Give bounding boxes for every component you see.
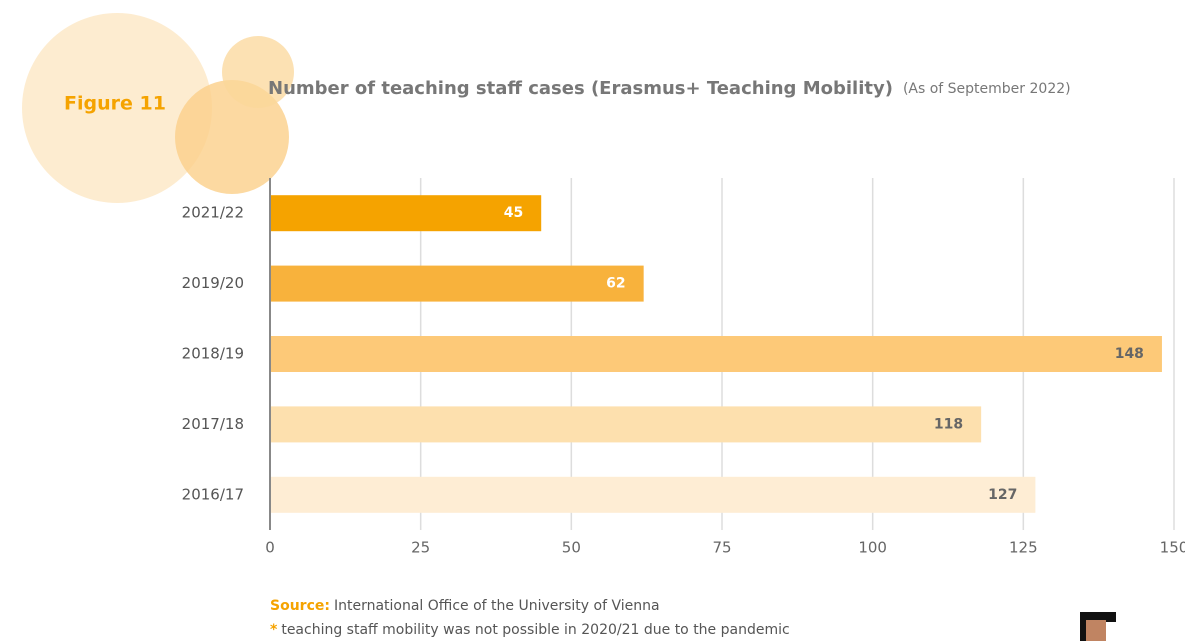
- y-tick-label: 2019/20: [182, 274, 244, 292]
- subtitle: (As of September 2022): [903, 81, 1071, 97]
- value-label: 127: [988, 487, 1017, 503]
- decor-circle: [222, 36, 294, 108]
- value-label: 45: [504, 205, 523, 221]
- y-tick-label: 2016/17: [182, 485, 244, 503]
- x-tick-label: 125: [1009, 539, 1038, 557]
- title: Number of teaching staff cases (Erasmus+…: [268, 78, 893, 99]
- note: * teaching staff mobility was not possibl…: [270, 622, 790, 638]
- x-tick-label: 150: [1160, 539, 1185, 557]
- value-label: 118: [934, 416, 963, 432]
- bar: [270, 265, 644, 302]
- note-marker: *: [270, 622, 278, 638]
- source: Source: International Office of the Unive…: [270, 598, 660, 614]
- value-label: 148: [1115, 346, 1144, 362]
- decor-circle: [175, 80, 289, 194]
- value-label: 62: [606, 276, 625, 292]
- x-tick-label: 75: [712, 539, 731, 557]
- figure-label: Figure 11: [64, 93, 166, 115]
- bar: [270, 406, 982, 443]
- bar: [270, 336, 1162, 372]
- y-tick-label: 2017/18: [182, 415, 244, 433]
- chart-title: Number of teaching staff cases (Erasmus+…: [268, 78, 1071, 99]
- note-text: teaching staff mobility was not possible…: [281, 622, 789, 638]
- bar: [270, 476, 1036, 513]
- x-tick-label: 25: [411, 539, 430, 557]
- bar: [270, 195, 542, 232]
- x-tick-label: 0: [265, 539, 275, 557]
- y-tick-label: 2021/22: [182, 204, 244, 222]
- x-tick-label: 100: [858, 539, 887, 557]
- x-tick-label: 50: [562, 539, 581, 557]
- source-label: Source:: [270, 598, 330, 614]
- decor-icon: [1086, 620, 1106, 641]
- decor-circle: [22, 13, 212, 203]
- y-tick-label: 2018/19: [182, 345, 244, 363]
- source-text: International Office of the University o…: [334, 598, 660, 614]
